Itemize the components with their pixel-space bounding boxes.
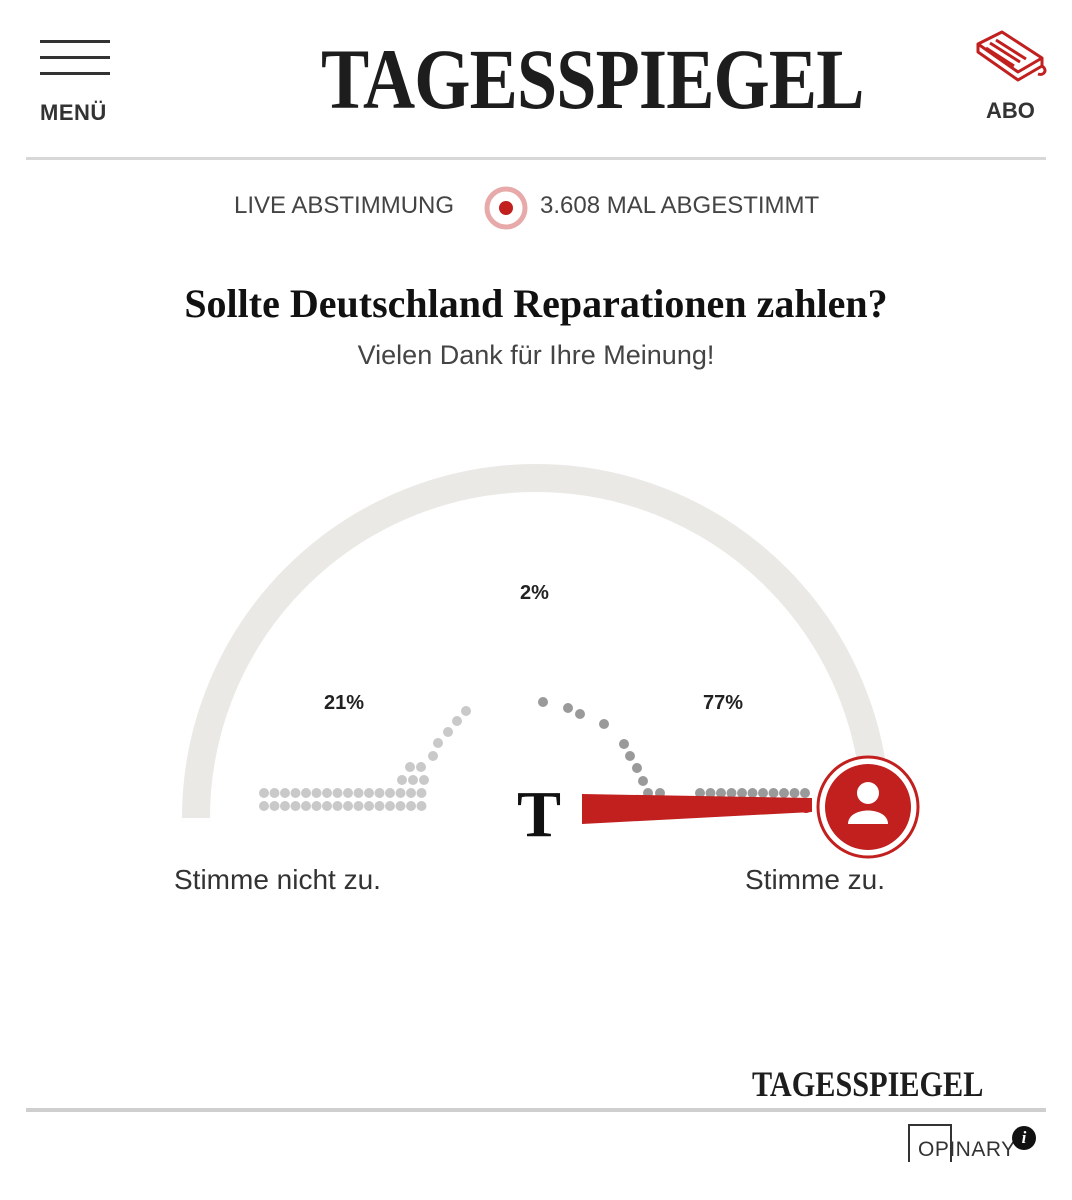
poll-gauge: 21% 2% 77% T Stimme nicht zu. Stimme zu. bbox=[0, 440, 1072, 900]
site-header: MENÜ TAGESSPIEGEL ABO bbox=[0, 0, 1072, 160]
vote-dot-agree bbox=[705, 788, 716, 798]
vote-dot-disagree bbox=[332, 801, 343, 811]
vote-dot-disagree bbox=[311, 788, 322, 798]
vote-dot-disagree bbox=[408, 775, 418, 785]
vote-dot-agree bbox=[726, 788, 737, 798]
menu-button[interactable]: MENÜ bbox=[38, 38, 112, 130]
vote-dot-agree bbox=[789, 788, 800, 798]
vote-dot-disagree bbox=[385, 788, 395, 798]
vote-dot-agree bbox=[779, 788, 789, 798]
percent-label-agree: 77% bbox=[703, 692, 744, 714]
vote-dot-disagree bbox=[397, 775, 407, 785]
vote-dot-neutral bbox=[619, 739, 629, 749]
vote-dot-disagree bbox=[353, 801, 364, 811]
abo-label: ABO bbox=[986, 98, 1035, 123]
vote-count: 3.608 MAL ABGESTIMMT bbox=[540, 192, 820, 219]
vote-dot-neutral bbox=[638, 776, 648, 786]
vote-dot-disagree bbox=[452, 716, 462, 726]
vote-dot-disagree bbox=[395, 788, 406, 798]
vote-dot-disagree bbox=[353, 788, 364, 798]
gauge-track bbox=[182, 464, 890, 819]
footer-divider bbox=[26, 1108, 1046, 1112]
newspaper-icon bbox=[976, 30, 1047, 82]
poll-thanks: Vielen Dank für Ihre Meinung! bbox=[357, 340, 715, 370]
site-logo[interactable]: TAGESSPIEGEL bbox=[320, 31, 864, 127]
vote-dot-disagree bbox=[461, 706, 471, 716]
poll-question: Sollte Deutschland Reparationen zahlen? bbox=[184, 281, 888, 326]
center-logo-mark: T bbox=[517, 778, 562, 851]
vote-dot-disagree bbox=[322, 788, 332, 798]
label-agree: Stimme zu. bbox=[745, 864, 886, 895]
vote-dot-disagree bbox=[416, 788, 427, 798]
vote-dot-disagree bbox=[416, 762, 426, 772]
vote-dot-disagree bbox=[301, 801, 311, 811]
info-icon[interactable]: i bbox=[1012, 1126, 1036, 1150]
vote-dot-disagree bbox=[406, 788, 416, 798]
live-vote-label: LIVE ABSTIMMUNG bbox=[234, 192, 455, 219]
vote-dot-disagree bbox=[280, 788, 290, 798]
vote-dot-neutral bbox=[625, 751, 635, 761]
vote-dot-disagree bbox=[343, 801, 353, 811]
vote-dot-disagree bbox=[428, 751, 438, 761]
vote-dot-disagree bbox=[332, 788, 343, 798]
vote-dot-disagree bbox=[385, 801, 395, 811]
vote-dot-disagree bbox=[269, 801, 280, 811]
vote-dot-disagree bbox=[280, 801, 290, 811]
vote-dot-neutral bbox=[538, 697, 548, 707]
vote-dot-disagree bbox=[301, 788, 311, 798]
vote-dot-agree bbox=[747, 788, 758, 798]
percent-label-neutral: 2% bbox=[520, 582, 549, 604]
percent-label-disagree: 21% bbox=[324, 692, 365, 714]
vote-dot-disagree bbox=[374, 801, 385, 811]
vote-dot-disagree bbox=[419, 775, 429, 785]
vote-dot-neutral bbox=[575, 709, 585, 719]
vote-dot-agree bbox=[695, 788, 705, 798]
vote-dot-disagree bbox=[259, 801, 269, 811]
vote-dot-neutral bbox=[599, 719, 609, 729]
vote-dot-disagree bbox=[322, 801, 332, 811]
vote-dot-disagree bbox=[343, 788, 353, 798]
footer-logo[interactable]: TAGESSPIEGEL bbox=[752, 1064, 984, 1104]
live-indicator-icon bbox=[484, 186, 528, 230]
gauge-graphic bbox=[182, 464, 920, 859]
opinary-label: OPINARY bbox=[918, 1138, 1016, 1161]
vote-dot-disagree bbox=[290, 801, 301, 811]
vote-dot-disagree bbox=[364, 788, 374, 798]
vote-dot-disagree bbox=[311, 801, 322, 811]
user-vote-marker[interactable] bbox=[816, 755, 920, 859]
vote-dot-disagree bbox=[364, 801, 374, 811]
menu-label: MENÜ bbox=[40, 100, 107, 125]
vote-dot-agree bbox=[737, 788, 747, 798]
vote-dot-disagree bbox=[374, 788, 385, 798]
vote-dot-disagree bbox=[269, 788, 280, 798]
label-disagree: Stimme nicht zu. bbox=[174, 864, 381, 895]
vote-dot-agree bbox=[768, 788, 779, 798]
vote-dot-disagree bbox=[405, 762, 415, 772]
vote-dot-disagree bbox=[290, 788, 301, 798]
vote-dot-neutral bbox=[563, 703, 573, 713]
user-avatar-icon bbox=[848, 782, 888, 824]
needle-tip bbox=[800, 801, 812, 813]
vote-dot-agree bbox=[758, 788, 768, 798]
vote-dot-disagree bbox=[259, 788, 269, 798]
header-divider bbox=[26, 157, 1046, 160]
vote-dot-disagree bbox=[406, 801, 416, 811]
result-needle bbox=[582, 794, 812, 824]
vote-dot-disagree bbox=[433, 738, 443, 748]
abo-button[interactable]: ABO bbox=[972, 30, 1048, 130]
vote-dot-disagree bbox=[443, 727, 453, 737]
vote-dot-disagree bbox=[416, 801, 427, 811]
opinary-logo-frame bbox=[908, 1124, 952, 1162]
vote-dot-agree bbox=[716, 788, 726, 798]
vote-dot-agree bbox=[800, 788, 810, 798]
vote-dot-disagree bbox=[395, 801, 406, 811]
vote-dot-neutral bbox=[632, 763, 642, 773]
